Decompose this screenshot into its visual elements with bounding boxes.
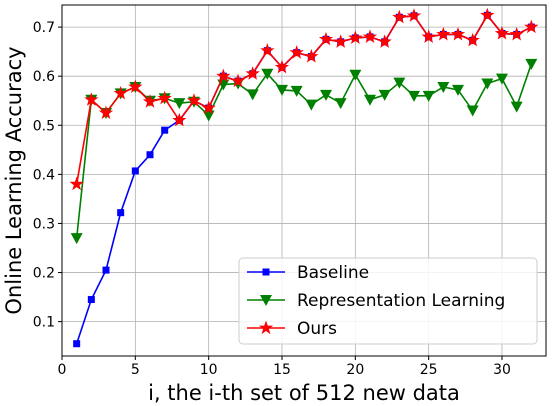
y-tick-label: 0.1 xyxy=(33,315,55,331)
data-point xyxy=(525,58,538,70)
legend-swatch-marker xyxy=(258,320,274,335)
y-tick-label: 0.6 xyxy=(33,69,55,85)
data-point xyxy=(509,26,524,41)
data-point xyxy=(87,296,95,304)
data-point xyxy=(69,176,84,191)
data-point xyxy=(201,100,216,115)
data-point xyxy=(173,98,186,110)
data-point xyxy=(161,126,169,134)
data-point xyxy=(349,69,362,81)
x-tick-label: 25 xyxy=(420,362,438,378)
data-point xyxy=(245,66,260,80)
data-point xyxy=(348,30,363,44)
data-point xyxy=(246,89,259,101)
data-point xyxy=(70,233,83,245)
data-point xyxy=(290,85,303,97)
data-point xyxy=(422,90,435,102)
x-tick-label: 15 xyxy=(273,362,291,378)
x-tick-label: 10 xyxy=(200,362,218,378)
data-point xyxy=(320,89,332,101)
data-point xyxy=(131,167,139,175)
legend-label: Baseline xyxy=(297,263,369,283)
data-point xyxy=(392,9,407,24)
data-point xyxy=(157,90,172,105)
series-line xyxy=(75,63,533,239)
grid xyxy=(61,5,546,356)
data-point xyxy=(364,94,376,106)
legend-box xyxy=(238,257,538,345)
y-tick-label: 0.7 xyxy=(33,20,55,36)
data-point xyxy=(466,105,479,117)
data-point xyxy=(465,32,480,47)
data-point xyxy=(318,31,334,46)
data-point xyxy=(186,93,202,107)
data-point xyxy=(480,7,495,22)
data-point xyxy=(377,34,392,48)
data-point xyxy=(128,79,143,94)
legend-label: Ours xyxy=(297,319,337,339)
x-tick-label: 0 xyxy=(58,362,67,378)
data-point xyxy=(406,8,422,22)
data-point xyxy=(276,84,288,96)
data-point xyxy=(274,59,290,74)
data-point xyxy=(378,89,391,101)
data-point xyxy=(202,110,215,122)
data-point xyxy=(84,92,99,106)
data-point xyxy=(146,151,154,159)
data-point xyxy=(362,29,378,43)
y-axis-label: Online Learning Accuracy xyxy=(2,46,26,314)
x-tick-label: 30 xyxy=(493,362,511,378)
legend-swatch-marker xyxy=(262,268,270,276)
data-point xyxy=(117,209,125,217)
series-ours xyxy=(69,7,539,191)
y-tick-label: 0.5 xyxy=(33,118,55,134)
data-point xyxy=(73,340,81,348)
data-point xyxy=(494,25,510,40)
data-point xyxy=(261,68,274,80)
data-point xyxy=(510,101,523,113)
data-point xyxy=(408,90,420,102)
plot-frame xyxy=(61,4,547,357)
series-layer xyxy=(69,7,539,348)
data-point xyxy=(524,19,539,34)
data-point xyxy=(333,34,348,48)
data-point xyxy=(113,85,128,100)
data-point xyxy=(496,73,508,85)
data-point xyxy=(260,43,275,57)
data-point xyxy=(304,49,319,63)
x-axis-label: i, the i-th set of 512 new data xyxy=(148,381,460,405)
x-tick-label: 20 xyxy=(346,362,364,378)
data-point xyxy=(334,98,347,110)
data-point xyxy=(102,266,110,274)
y-tick-label: 0.4 xyxy=(33,167,55,183)
data-point xyxy=(436,26,451,41)
data-point xyxy=(450,26,466,41)
legend: Baseline Representation Learning Ours xyxy=(238,257,538,345)
x-tick-label: 5 xyxy=(131,362,140,378)
data-point xyxy=(452,84,464,96)
data-point xyxy=(437,81,450,93)
data-point xyxy=(172,112,187,127)
data-point xyxy=(142,94,158,108)
data-point xyxy=(305,99,318,111)
y-tick-label: 0.2 xyxy=(33,266,55,282)
data-point xyxy=(230,73,246,88)
y-tick-label: 0.3 xyxy=(33,216,55,232)
data-point xyxy=(393,77,406,89)
series-representation-learning xyxy=(70,58,538,245)
data-point xyxy=(216,68,231,83)
data-point xyxy=(481,78,494,90)
data-point xyxy=(289,45,304,59)
tick-layer: 0 5 10 15 20 25 30 0.1 0.2 0.3 0.4 0.5 0.6 0.7 xyxy=(33,20,511,378)
data-point xyxy=(421,29,436,43)
legend-label: Representation Learning xyxy=(297,291,505,311)
legend-swatch-marker xyxy=(260,295,272,306)
data-point xyxy=(98,105,114,120)
